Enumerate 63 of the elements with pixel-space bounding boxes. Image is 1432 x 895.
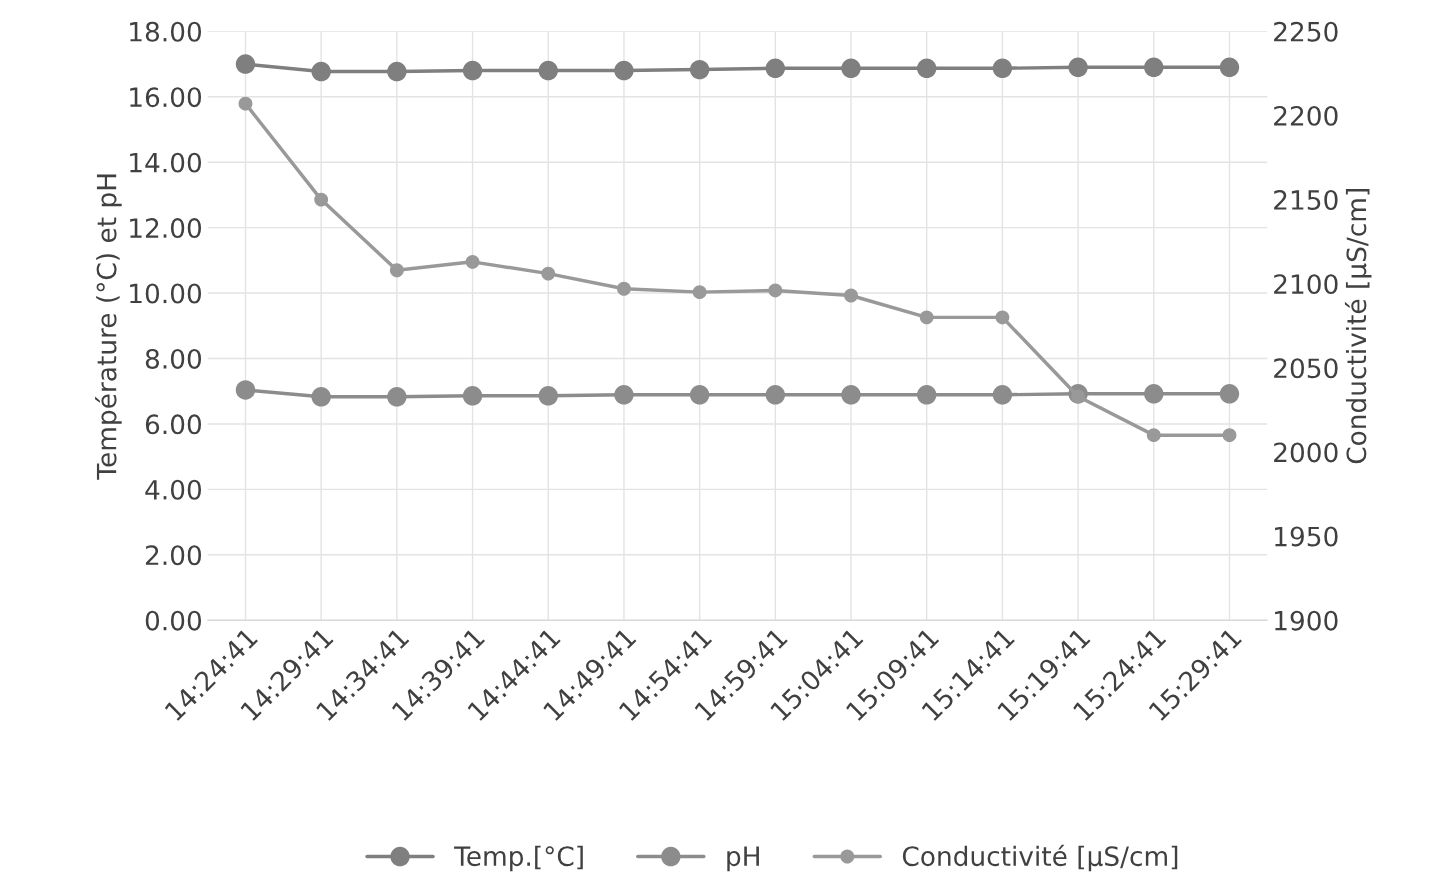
y2-tick-label: 2100	[1274, 274, 1338, 295]
legend-label: Temp.[°C]	[454, 845, 583, 872]
y2-tick-label: 1900	[1275, 610, 1338, 631]
point	[916, 58, 937, 79]
point	[1144, 57, 1164, 78]
y2-tick-label: 2200	[1274, 105, 1338, 126]
point	[992, 385, 1013, 405]
y-axis-title: Température (°C) et pH	[95, 174, 122, 480]
point	[538, 60, 558, 81]
point	[768, 283, 783, 298]
y-tick-label: 10.00	[130, 283, 202, 304]
point	[689, 59, 710, 80]
point	[841, 385, 861, 405]
point	[992, 58, 1013, 79]
point	[311, 387, 331, 407]
point	[916, 385, 937, 405]
point	[235, 380, 256, 400]
point	[1144, 384, 1164, 404]
y2-tick-label: 2150	[1274, 190, 1338, 210]
point	[1068, 57, 1088, 78]
point	[614, 60, 634, 81]
point	[311, 61, 331, 82]
point	[238, 96, 253, 111]
point	[765, 58, 786, 79]
point	[387, 61, 407, 82]
point	[1146, 428, 1161, 443]
y-tick-label: 8.00	[145, 348, 202, 369]
point	[841, 58, 861, 79]
y-tick-label: 6.00	[145, 414, 202, 435]
y2-tick-label: 2050	[1274, 358, 1338, 379]
point	[1219, 384, 1240, 404]
legend-label: pH	[727, 846, 759, 872]
y-tick-label: 2.00	[145, 545, 202, 566]
y-tick-label: 18.00	[130, 21, 202, 42]
point	[387, 387, 407, 407]
y-tick-label: 16.00	[130, 87, 202, 108]
point	[538, 386, 558, 406]
point	[692, 285, 707, 300]
point	[462, 386, 483, 406]
y-tick-label: 4.00	[145, 479, 202, 500]
y2-axis-title: Conductivité [µS/cm]	[1344, 188, 1372, 464]
point	[462, 60, 483, 81]
y2-tick-label: 2000	[1274, 442, 1338, 463]
point	[389, 263, 404, 278]
y-tick-label: 14.00	[130, 152, 202, 173]
y2-tick-label: 1950	[1275, 526, 1338, 547]
legend-label: Conductivité [µS/cm]	[902, 844, 1178, 872]
point	[235, 54, 256, 74]
point	[844, 288, 858, 303]
y-tick-label: 0.00	[145, 610, 202, 631]
point	[765, 385, 786, 405]
y2-tick-label: 2250	[1274, 21, 1338, 42]
point	[314, 192, 329, 207]
y-tick-label: 12.00	[130, 218, 202, 239]
point	[1222, 428, 1237, 443]
point	[919, 310, 934, 325]
point	[689, 385, 710, 405]
point	[1219, 57, 1240, 78]
point	[541, 266, 556, 281]
point	[995, 310, 1010, 325]
point	[465, 254, 480, 269]
point	[617, 281, 631, 296]
point	[614, 385, 634, 405]
